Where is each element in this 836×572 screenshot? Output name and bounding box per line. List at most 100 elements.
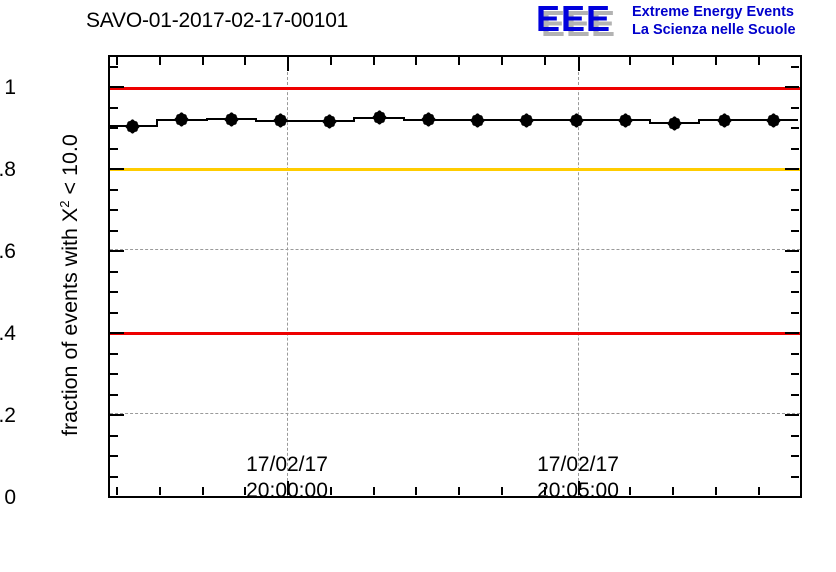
data-point	[469, 112, 486, 129]
y-tick-minor-5	[110, 373, 118, 375]
x-tick-minor-11	[629, 487, 631, 495]
data-segment	[157, 118, 207, 121]
y-tick-0-4	[110, 332, 124, 334]
x-tick-top-minor-6	[373, 57, 375, 65]
data-point	[617, 112, 634, 129]
data-connector	[156, 118, 159, 128]
data-segment	[305, 120, 355, 123]
y-tick-right-minor-15	[791, 107, 799, 109]
y-tick-minor-16	[110, 66, 118, 68]
eee-logo-mark: EEE EEE	[536, 1, 628, 44]
y-tick-minor-1	[110, 476, 118, 478]
data-point	[272, 112, 289, 129]
data-segment	[453, 119, 503, 122]
x-tick-label-2: 17/02/17 20:05:00	[488, 452, 668, 504]
y-tick-right-0	[785, 496, 799, 498]
y-tick-label-0-4: 0.4	[0, 322, 16, 345]
x-tick-label-1: 17/02/17 20:00:00	[197, 452, 377, 504]
y-tick-0-8	[110, 168, 124, 170]
data-segment	[354, 116, 404, 119]
x-tick-top-minor-14	[758, 57, 760, 65]
y-tick-right-0-2	[785, 414, 799, 416]
x-tick-label-2-date: 17/02/17	[537, 453, 619, 476]
threshold-line-lower-red	[110, 331, 800, 335]
y-tick-minor-14	[110, 127, 118, 129]
y-tick-minor-11	[110, 209, 118, 211]
x-tick-top-minor-8	[458, 57, 460, 65]
x-tick-minor-12	[672, 487, 674, 495]
y-tick-minor-13	[110, 148, 118, 150]
x-tick-minor-13	[715, 487, 717, 495]
data-segment	[255, 119, 306, 122]
x-axis-line	[108, 496, 802, 498]
eee-logo-line1: Extreme Energy Events	[632, 4, 794, 20]
x-tick-top-minor-7	[415, 57, 417, 65]
y-tick-right-minor-5	[791, 373, 799, 375]
x-tick-minor-9	[501, 487, 503, 495]
y-tick-right-minor-14	[791, 127, 799, 129]
y-tick-right-minor-4	[791, 394, 799, 396]
y-tick-minor-15	[110, 107, 118, 109]
y-tick-right-0-6	[785, 250, 799, 252]
x-tick-minor-5	[330, 487, 332, 495]
y-axis-title-suffix: < 10.0	[58, 134, 83, 201]
x-tick-minor-2	[159, 487, 161, 495]
x-tick-top-minor-12	[672, 57, 674, 65]
data-segment	[206, 118, 256, 121]
x-axis-top-line	[108, 55, 802, 57]
data-point	[223, 111, 239, 127]
x-tick-minor-8	[458, 487, 460, 495]
data-connector	[304, 119, 307, 123]
data-connector	[550, 119, 553, 122]
x-tick-minor-7	[415, 487, 417, 495]
page-title: SAVO-01-2017-02-17-00101	[86, 9, 349, 32]
x-tick-top-minor-2	[159, 57, 161, 65]
data-connector	[698, 119, 701, 125]
y-tick-right-minor-16	[791, 66, 799, 68]
x-tick-top-minor-13	[715, 57, 717, 65]
threshold-line-upper-red	[110, 86, 800, 90]
gridline-x-1	[287, 57, 288, 496]
data-point	[765, 112, 782, 129]
y-tick-0-2	[110, 414, 124, 416]
y-tick-1	[110, 86, 124, 88]
data-segment	[403, 118, 453, 121]
x-tick-top-minor-11	[629, 57, 631, 65]
y-tick-right-minor-11	[791, 209, 799, 211]
x-tick-top-major-2	[578, 57, 580, 71]
data-point	[568, 112, 584, 129]
y-tick-right-minor-3	[791, 435, 799, 437]
y-tick-right-minor-6	[791, 353, 799, 355]
y-tick-minor-7	[110, 312, 118, 314]
y-tick-right-0-4	[785, 332, 799, 334]
x-tick-label-2-time: 20:05:00	[537, 479, 619, 502]
x-tick-top-minor-3	[202, 57, 204, 65]
x-tick-label-1-time: 20:00:00	[246, 479, 328, 502]
data-connector	[649, 119, 652, 125]
y-axis-line	[108, 55, 110, 498]
y-tick-0	[110, 496, 124, 498]
data-connector	[402, 116, 405, 121]
eee-logo-text: Extreme Energy Events La Scienza nelle S…	[632, 4, 796, 39]
y-tick-right-minor-9	[791, 271, 799, 273]
y-tick-right-minor-1	[791, 476, 799, 478]
y-axis-title-exponent: 2	[56, 200, 72, 208]
y-tick-label-0-8: 0.8	[0, 158, 16, 181]
plot-area	[108, 55, 802, 498]
data-connector	[747, 119, 750, 122]
x-tick-top-minor-1	[116, 57, 118, 65]
y-tick-minor-8	[110, 291, 118, 293]
eee-logo-shadow: EEE	[541, 3, 617, 44]
y-tick-label-0: 0	[4, 486, 16, 509]
y-tick-label-1: 1	[4, 76, 16, 99]
x-tick-minor-3	[202, 487, 204, 495]
data-point	[420, 111, 437, 128]
data-point	[174, 111, 190, 128]
x-tick-major-2	[578, 481, 580, 495]
x-tick-label-1-date: 17/02/17	[246, 453, 328, 476]
data-connector	[205, 118, 208, 121]
data-segment	[699, 119, 749, 122]
data-point	[667, 115, 683, 131]
y-tick-right-minor-12	[791, 189, 799, 191]
x-tick-major-1	[287, 481, 289, 495]
